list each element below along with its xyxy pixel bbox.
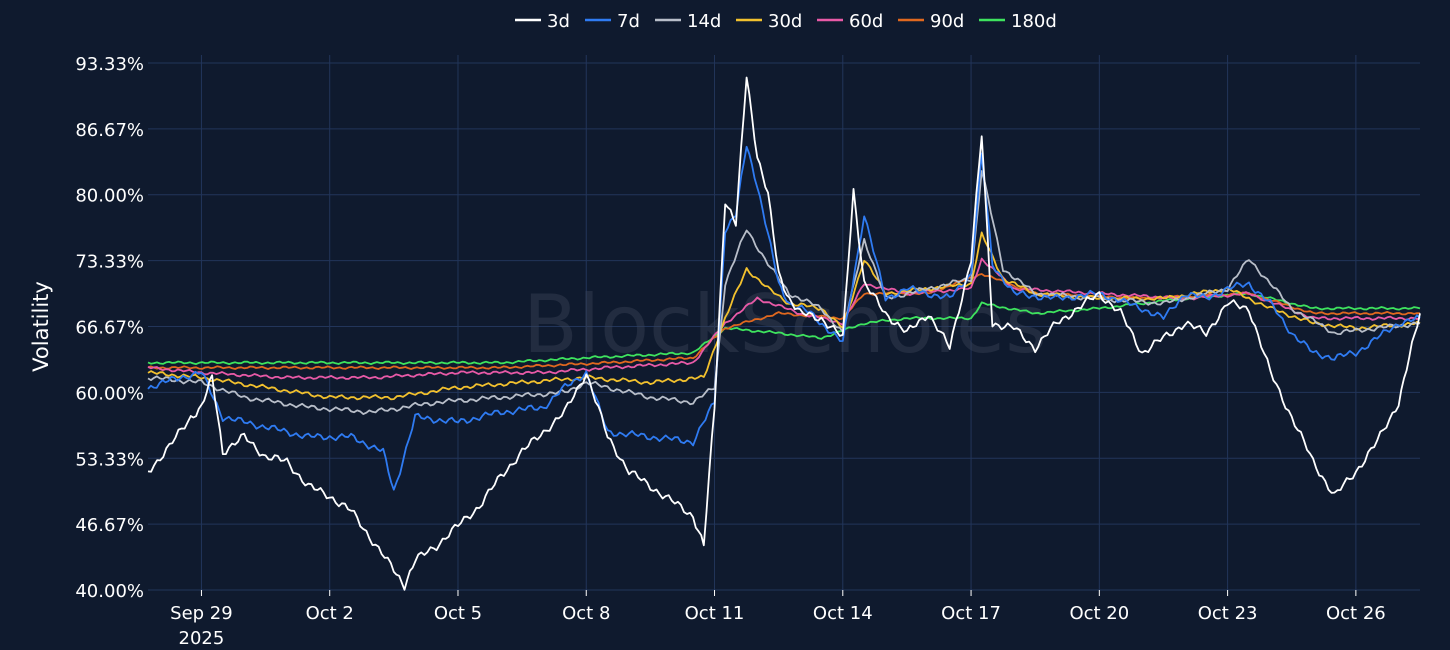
y-tick-label: 46.67%: [75, 515, 144, 536]
x-tick-label: Oct 11: [685, 603, 745, 624]
x-tick-label: Oct 2: [306, 603, 354, 624]
x-tick-label: Oct 5: [434, 603, 482, 624]
legend: 3d 7d 14d 30d 60d 90d 180d: [515, 11, 1057, 32]
series-lines: [147, 76, 1421, 591]
series-line-90d: [147, 273, 1421, 370]
x-tick-label: Oct 20: [1069, 603, 1129, 624]
legend-label-7d: 7d: [617, 11, 640, 32]
y-axis: 40.00% 46.67% 53.33% 60.00% 66.67% 73.33% 80.0…: [75, 54, 144, 602]
grid: [148, 55, 1420, 591]
legend-label-14d: 14d: [687, 11, 721, 32]
x-tick-sublabel: 2025: [179, 628, 225, 649]
legend-label-60d: 60d: [849, 11, 883, 32]
series-line-3d: [147, 76, 1421, 591]
legend-label-180d: 180d: [1011, 11, 1057, 32]
x-tick-label: Oct 26: [1326, 603, 1386, 624]
y-tick-label: 60.00%: [75, 383, 144, 404]
y-tick-label: 40.00%: [75, 581, 144, 602]
series-line-7d: [147, 145, 1421, 491]
series-line-14d: [147, 170, 1421, 416]
x-tick-label: Sep 29: [170, 603, 233, 624]
x-tick-label: Oct 17: [941, 603, 1001, 624]
y-tick-label: 53.33%: [75, 449, 144, 470]
x-axis: Sep 29 2025 Oct 2 Oct 5 Oct 8 Oct 11 Oct 14 Oct…: [170, 590, 1386, 649]
y-tick-label: 93.33%: [75, 54, 144, 75]
legend-label-30d: 30d: [768, 11, 802, 32]
y-tick-label: 66.67%: [75, 317, 144, 338]
x-tick-label: Oct 23: [1198, 603, 1258, 624]
legend-label-3d: 3d: [547, 11, 570, 32]
x-tick-label: Oct 14: [813, 603, 873, 624]
y-tick-label: 80.00%: [75, 186, 144, 207]
legend-label-90d: 90d: [930, 11, 964, 32]
y-axis-title: Volatility: [29, 281, 53, 372]
series-line-30d: [147, 231, 1421, 401]
y-tick-label: 73.33%: [75, 252, 144, 273]
x-tick-label: Oct 8: [562, 603, 610, 624]
y-tick-label: 86.67%: [75, 120, 144, 141]
